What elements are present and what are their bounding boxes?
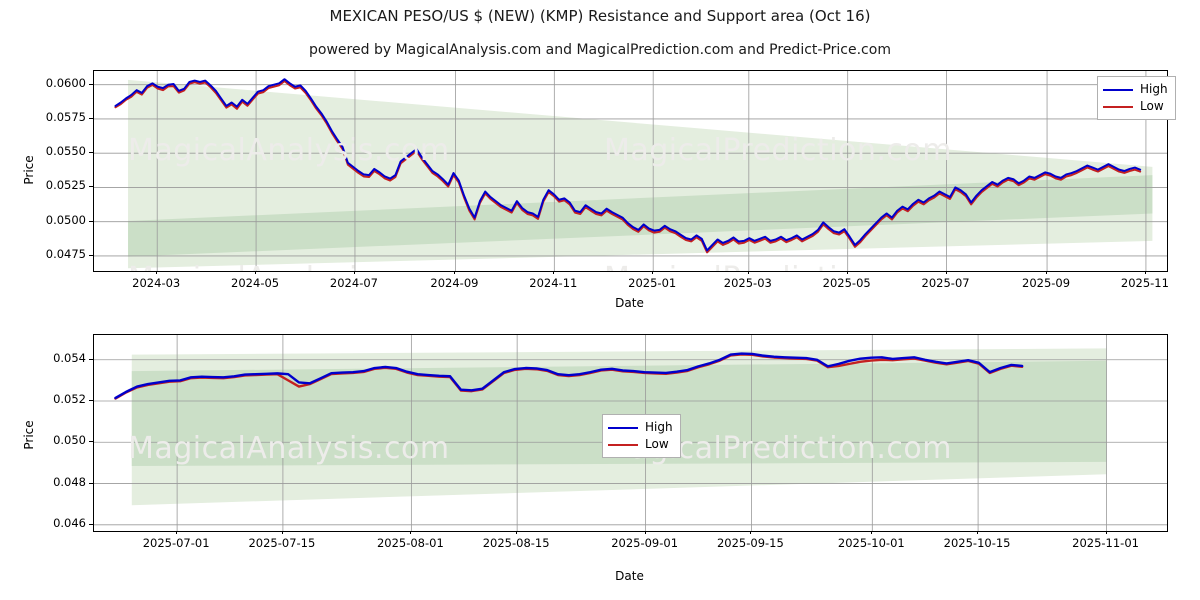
y-tick-mark [89,358,93,360]
x-tick-label: 2025-01 [628,276,677,290]
x-tick-mark [410,530,412,534]
bottom-chart-panel: Price 0.046 0.048 0.050 0.052 0.054 2025-07-… [0,320,1200,600]
legend-label-low: Low [645,437,669,451]
x-tick-mark [353,270,355,274]
y-tick-label: 0.054 [53,350,86,365]
legend-swatch-high-icon [1103,88,1133,91]
x-tick-label: 2025-10-15 [943,536,1011,550]
x-tick-mark [553,270,555,274]
x-tick-mark [652,270,654,274]
y-tick-mark [89,117,93,119]
x-tick-label: 2025-07-15 [248,536,316,550]
x-tick-label: 2025-10-01 [837,536,905,550]
bottom-legend[interactable]: High Low [602,414,681,458]
bottom-x-axis-label: Date [615,569,644,583]
x-tick-mark [156,270,158,274]
x-tick-mark [1046,270,1048,274]
y-tick-label: 0.052 [53,392,86,407]
y-tick-label: 0.0550 [45,144,86,159]
y-tick-mark [89,220,93,222]
x-tick-mark [871,530,873,534]
y-tick-mark [89,83,93,85]
y-tick-label: 0.0475 [45,246,86,261]
y-tick-label: 0.0600 [45,75,86,90]
x-tick-mark [176,530,178,534]
x-tick-mark [750,530,752,534]
y-tick-label: 0.0500 [45,212,86,227]
x-tick-mark [977,530,979,534]
top-plot-area[interactable]: MagicalAnalysis.com MagicalPrediction.co… [93,70,1168,272]
y-tick-label: 0.0575 [45,109,86,124]
y-tick-mark [89,152,93,154]
legend-swatch-high-icon [608,426,638,429]
x-tick-mark [255,270,257,274]
x-tick-label: 2025-03 [723,276,772,290]
legend-label-high: High [1140,82,1168,96]
x-tick-label: 2025-09-15 [716,536,784,550]
top-legend[interactable]: High Low [1097,76,1176,120]
x-tick-label: 2024-07 [329,276,378,290]
x-tick-mark [644,530,646,534]
top-chart-panel: Price 0.0475 0.0500 0.0525 0.0550 0.0575 0.06… [22,70,1176,310]
legend-entry-high: High [1103,81,1168,98]
x-tick-label: 2024-05 [231,276,280,290]
y-tick-mark [89,186,93,188]
y-tick-label: 0.046 [53,515,86,530]
x-tick-label: 2025-11-01 [1072,536,1139,550]
page-subtitle: powered by MagicalAnalysis.com and Magic… [309,42,891,58]
y-tick-mark [89,254,93,256]
x-tick-mark [945,270,947,274]
legend-entry-low-bottom: Low [608,436,673,453]
x-tick-mark [1105,530,1107,534]
x-tick-label: 2025-07 [921,276,970,290]
legend-entry-high-bottom: High [608,419,673,436]
x-tick-label: 2025-09 [1022,276,1071,290]
x-tick-label: 2025-11 [1120,276,1169,290]
y-tick-label: 0.050 [53,433,86,448]
x-tick-label: 2025-07-01 [142,536,210,550]
y-tick-mark [89,482,93,484]
x-tick-mark [747,270,749,274]
x-tick-label: 2025-08-15 [482,536,550,550]
x-tick-label: 2024-03 [132,276,181,290]
page-title: MEXICAN PESO/US $ (NEW) (KMP) Resistance… [329,7,871,25]
legend-swatch-low-icon [608,443,638,446]
legend-label-high: High [645,420,673,434]
x-tick-label: 2025-08-01 [376,536,444,550]
x-tick-mark [281,530,283,534]
x-tick-label: 2025-05 [822,276,871,290]
y-tick-label: 0.0525 [45,178,86,193]
top-x-axis-label: Date [615,296,644,310]
x-tick-mark [516,530,518,534]
y-tick-mark [89,400,93,402]
x-tick-mark [454,270,456,274]
legend-label-low: Low [1140,99,1164,113]
legend-swatch-low-icon [1103,105,1133,108]
x-tick-mark [1144,270,1146,274]
x-tick-label: 2024-09 [430,276,479,290]
y-tick-mark [89,523,93,525]
legend-entry-low: Low [1103,98,1168,115]
x-tick-label: 2024-11 [529,276,578,290]
y-tick-label: 0.048 [53,474,86,489]
y-tick-mark [89,441,93,443]
x-tick-label: 2025-09-01 [611,536,679,550]
x-tick-mark [846,270,848,274]
